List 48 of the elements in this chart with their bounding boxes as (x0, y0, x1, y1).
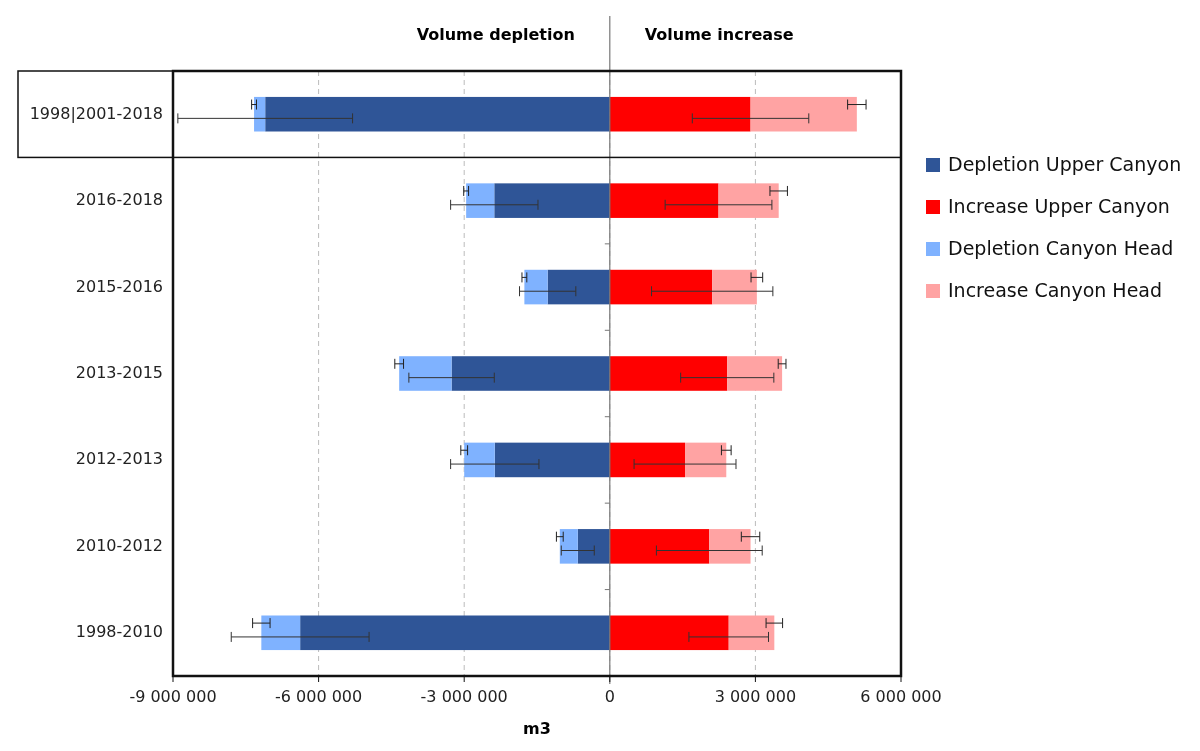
bar (609, 356, 728, 391)
bar (609, 183, 719, 218)
x-tick-label: 6 000 000 (860, 687, 942, 706)
y-tick-label: 2013-2015 (75, 363, 163, 382)
bar (265, 96, 610, 132)
bar (609, 269, 713, 305)
bar (466, 183, 495, 218)
y-tick-label: 1998-2010 (75, 622, 163, 642)
x-tick-label: 0 (604, 687, 615, 706)
bar (609, 442, 686, 478)
bar (300, 615, 610, 651)
bar (559, 529, 578, 564)
bar (609, 615, 729, 651)
bar (685, 442, 727, 478)
x-tick-label: 3 000 000 (714, 687, 797, 706)
legend-label: Depletion Upper Canyon (948, 152, 1182, 175)
legend-label: Increase Upper Canyon (948, 194, 1170, 217)
bar (464, 442, 495, 478)
bar (709, 529, 751, 564)
bar (524, 269, 548, 305)
bar (494, 183, 610, 218)
bar (547, 269, 610, 305)
bar (494, 442, 610, 478)
bar (727, 356, 783, 391)
legend-label: Increase Canyon Head (948, 278, 1163, 301)
bar (451, 356, 610, 391)
x-tick-label: -9 000 000 (129, 687, 217, 706)
y-tick-label: 2016-2018 (75, 190, 163, 210)
bar (609, 529, 710, 564)
x-tick-label: -6 000 000 (275, 687, 363, 706)
y-tick-label: 2012-2013 (75, 449, 163, 469)
bar (712, 269, 757, 305)
bar (254, 96, 266, 132)
bar (728, 615, 775, 651)
bar (399, 356, 452, 391)
bar (718, 183, 779, 218)
y-tick-label: 2015-2016 (75, 276, 163, 296)
x-axis-title: m3 (523, 719, 551, 738)
x-tick-label: -3 000 000 (420, 687, 508, 706)
text: Volume increase (644, 25, 794, 44)
text: Volume depletion (416, 25, 575, 44)
legend-label: Depletion Canyon Head (948, 236, 1174, 259)
bar (750, 96, 857, 132)
bar (609, 96, 751, 132)
bar (261, 615, 301, 651)
y-tick-label: 2010-2012 (75, 535, 163, 555)
y-tick-label: 1998|2001-2018 (29, 103, 163, 123)
bar (577, 529, 610, 564)
